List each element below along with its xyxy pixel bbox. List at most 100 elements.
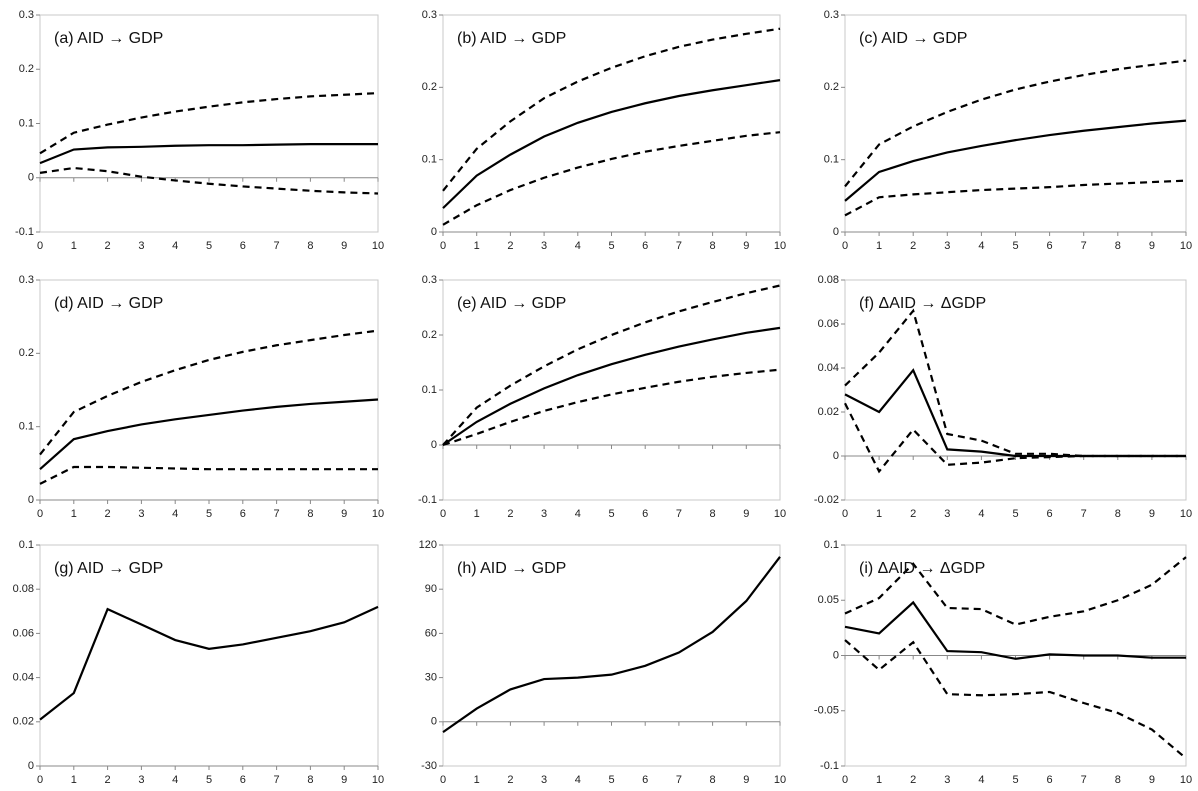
y-tick-label: 0.3 (824, 9, 839, 21)
x-tick-label: 10 (372, 508, 384, 520)
band-line (442, 131, 781, 226)
x-tick-label: 9 (1149, 508, 1155, 520)
x-tick-label: 0 (37, 774, 43, 786)
y-tick-label: 0 (431, 226, 437, 238)
y-tick-label: 0.2 (19, 63, 34, 75)
x-tick-label: 1 (474, 774, 480, 786)
y-tick-label: 0.1 (19, 421, 34, 433)
x-tick-label: 9 (743, 240, 749, 252)
y-tick-label: 0 (833, 226, 839, 238)
x-tick-label: 10 (774, 508, 786, 520)
x-tick-label: 5 (1012, 508, 1018, 520)
response-line (39, 398, 379, 471)
y-tick-label: 0.08 (818, 274, 839, 286)
x-tick-label: 4 (575, 508, 581, 520)
x-tick-label: 2 (507, 240, 513, 252)
x-tick-label: 8 (1115, 508, 1121, 520)
x-tick-label: 5 (1012, 774, 1018, 786)
x-tick-label: 3 (541, 774, 547, 786)
x-tick-label: 4 (575, 240, 581, 252)
x-tick-label: 6 (642, 240, 648, 252)
response-line (442, 326, 781, 446)
band-line (844, 308, 1186, 458)
x-tick-label: 1 (474, 508, 480, 520)
plot-frame (442, 279, 781, 501)
panel-title: (c) AID → GDP (859, 30, 967, 47)
y-tick-label: 0 (28, 494, 34, 506)
y-tick-label: 0.1 (824, 154, 839, 166)
x-tick-label: 6 (240, 774, 246, 786)
band-line (844, 639, 1187, 760)
y-tick-label: 0.02 (13, 716, 34, 728)
x-tick-label: 3 (138, 774, 144, 786)
x-tick-label: 3 (944, 508, 950, 520)
band-line (39, 166, 379, 195)
y-tick-label: 120 (419, 539, 437, 551)
x-tick-label: 2 (105, 508, 111, 520)
x-tick-label: 1 (474, 240, 480, 252)
x-tick-label: 7 (1081, 774, 1087, 786)
x-tick-label: 1 (71, 508, 77, 520)
x-tick-label: 4 (172, 240, 178, 252)
x-tick-label: 0 (842, 240, 848, 252)
response-line (844, 368, 1186, 458)
x-tick-label: 10 (372, 774, 384, 786)
y-tick-label: 0.2 (824, 81, 839, 93)
x-tick-label: 3 (944, 774, 950, 786)
x-tick-label: 0 (440, 774, 446, 786)
y-tick-label: 0 (28, 172, 34, 184)
x-tick-label: 0 (842, 508, 848, 520)
x-tick-label: 3 (541, 508, 547, 520)
x-tick-label: 10 (1180, 508, 1192, 520)
panel-title: (h) AID → GDP (457, 560, 566, 577)
x-tick-label: 1 (71, 774, 77, 786)
y-tick-label: 0.06 (13, 627, 34, 639)
x-tick-label: 5 (608, 508, 614, 520)
plot-frame (39, 14, 379, 233)
x-tick-label: 7 (274, 774, 280, 786)
x-tick-label: 1 (876, 240, 882, 252)
x-tick-label: 6 (642, 508, 648, 520)
x-tick-label: 7 (676, 240, 682, 252)
response-line (39, 143, 378, 165)
y-tick-label: 0.05 (818, 594, 839, 606)
plot-frame (39, 544, 379, 767)
y-tick-label: 0.2 (422, 81, 437, 93)
x-tick-label: 4 (978, 508, 984, 520)
x-tick-label: 8 (307, 508, 313, 520)
y-tick-label: 0.2 (19, 347, 34, 359)
x-tick-label: 9 (1149, 774, 1155, 786)
x-tick-label: 2 (910, 508, 916, 520)
x-tick-label: 2 (105, 774, 111, 786)
y-tick-label: 0.04 (818, 362, 839, 374)
x-tick-label: 2 (507, 508, 513, 520)
plot-frame (844, 14, 1187, 233)
y-tick-label: 0.1 (422, 154, 437, 166)
panel-title: (i) ΔAID → ΔGDP (859, 560, 985, 577)
y-tick-label: 0.3 (19, 274, 34, 286)
band-line (844, 402, 1186, 474)
band-line (442, 368, 781, 447)
x-tick-label: 6 (1047, 508, 1053, 520)
y-tick-label: 0 (28, 760, 34, 772)
x-tick-label: 4 (575, 774, 581, 786)
y-tick-label: 0.1 (824, 539, 839, 551)
x-tick-label: 10 (1180, 774, 1192, 786)
x-tick-label: 9 (341, 774, 347, 786)
y-tick-label: 0.08 (13, 583, 34, 595)
y-tick-label: 0.3 (422, 274, 437, 286)
panel-title: (d) AID → GDP (54, 295, 163, 312)
x-tick-label: 0 (440, 240, 446, 252)
x-tick-label: 6 (642, 774, 648, 786)
x-tick-label: 10 (372, 240, 384, 252)
y-tick-label: 0.2 (422, 329, 437, 341)
y-tick-label: 0 (833, 649, 839, 661)
x-tick-label: 0 (37, 508, 43, 520)
x-tick-label: 5 (206, 508, 212, 520)
y-tick-label: -0.02 (814, 494, 839, 506)
plot-frame (442, 14, 781, 233)
x-tick-label: 0 (842, 774, 848, 786)
x-tick-label: 9 (341, 508, 347, 520)
x-tick-label: 8 (307, 774, 313, 786)
